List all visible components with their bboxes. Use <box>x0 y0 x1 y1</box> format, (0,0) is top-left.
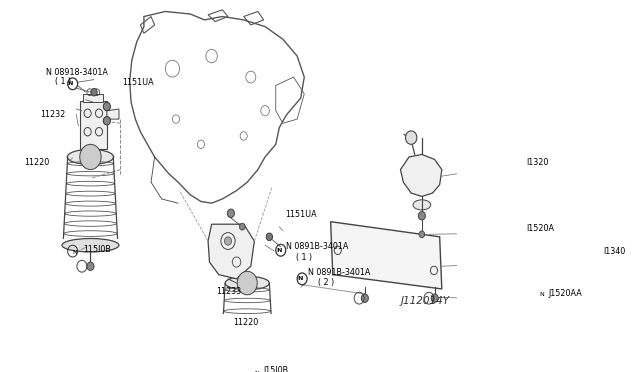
Circle shape <box>103 116 111 125</box>
Circle shape <box>406 131 417 144</box>
Text: 11233: 11233 <box>216 287 242 296</box>
Polygon shape <box>107 109 119 119</box>
Circle shape <box>431 294 438 302</box>
Text: I1520A: I1520A <box>527 224 555 233</box>
Circle shape <box>103 102 111 111</box>
Text: 1151UA: 1151UA <box>285 210 317 219</box>
Polygon shape <box>80 100 107 148</box>
Ellipse shape <box>62 238 119 252</box>
Text: J15I0B: J15I0B <box>264 366 289 372</box>
Text: 115I0B: 115I0B <box>83 245 111 254</box>
Circle shape <box>361 294 369 302</box>
Circle shape <box>87 262 94 270</box>
Ellipse shape <box>413 200 431 210</box>
Circle shape <box>225 237 232 245</box>
Text: ( 2 ): ( 2 ) <box>318 278 334 287</box>
Circle shape <box>80 144 101 170</box>
Circle shape <box>237 271 257 295</box>
Text: J1520AA: J1520AA <box>548 289 582 298</box>
Text: 1151UA: 1151UA <box>122 78 154 87</box>
Polygon shape <box>401 154 442 196</box>
Text: ( 1 ): ( 1 ) <box>296 253 312 262</box>
Polygon shape <box>331 222 442 289</box>
Ellipse shape <box>67 150 114 164</box>
Text: N: N <box>68 81 73 86</box>
Polygon shape <box>83 94 103 102</box>
Text: N 0891B-3401A: N 0891B-3401A <box>287 243 349 251</box>
Text: N: N <box>254 371 259 372</box>
Text: 11232: 11232 <box>40 110 66 119</box>
Text: N: N <box>276 248 282 253</box>
Text: N 0891B-3401A: N 0891B-3401A <box>308 267 370 277</box>
Text: 11220: 11220 <box>24 158 49 167</box>
Ellipse shape <box>220 361 275 372</box>
Text: 11220: 11220 <box>233 318 259 327</box>
Text: ( 1 ): ( 1 ) <box>55 77 71 86</box>
Circle shape <box>266 233 273 241</box>
Text: I1340: I1340 <box>604 247 626 256</box>
Circle shape <box>239 223 245 230</box>
Text: I1320: I1320 <box>527 158 549 167</box>
Circle shape <box>227 209 234 218</box>
Text: N: N <box>73 250 77 254</box>
Text: N 08918-3401A: N 08918-3401A <box>46 68 108 77</box>
Circle shape <box>419 231 425 238</box>
Circle shape <box>419 212 426 220</box>
Ellipse shape <box>225 276 269 290</box>
Circle shape <box>91 89 97 96</box>
Text: N: N <box>298 276 303 281</box>
Text: J112014Y: J112014Y <box>401 296 449 306</box>
Text: N: N <box>540 292 544 297</box>
Polygon shape <box>208 224 254 279</box>
